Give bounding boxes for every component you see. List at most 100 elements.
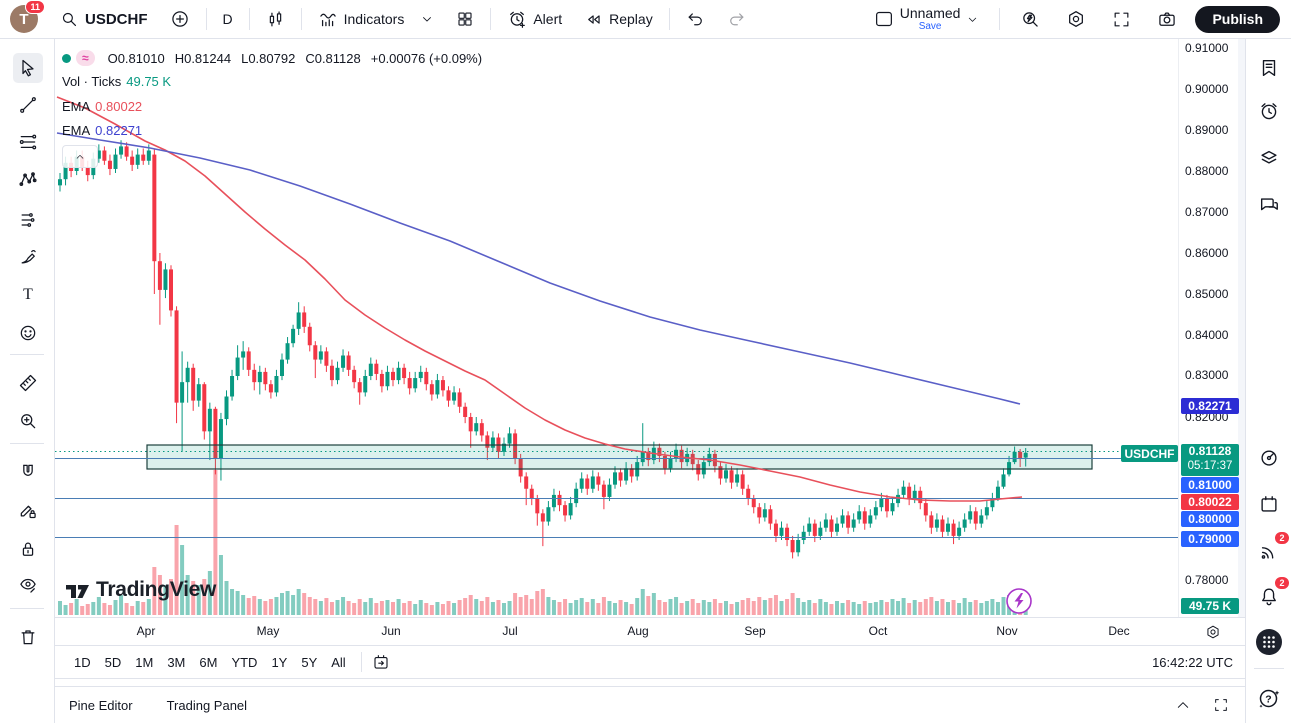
chart-settings-button[interactable] bbox=[1058, 4, 1094, 34]
tool-forecast[interactable] bbox=[13, 205, 43, 235]
tool-ruler[interactable] bbox=[13, 368, 43, 398]
ema-fast-legend-row[interactable]: EMA 0.80022 bbox=[62, 99, 142, 114]
last-price-symbol-tag: USDCHF bbox=[1121, 445, 1178, 462]
alert-button[interactable]: Alert bbox=[499, 4, 570, 34]
apps-grid-icon bbox=[1256, 629, 1282, 655]
price-axis[interactable]: 0.91000 0.90000 0.89000 0.88000 0.87000 … bbox=[1178, 39, 1246, 617]
bottom-status-bar: Pine Editor Trading Panel bbox=[55, 686, 1245, 723]
range-ytd[interactable]: YTD bbox=[224, 651, 264, 674]
range-1m[interactable]: 1M bbox=[128, 651, 160, 674]
tool-cursor[interactable] bbox=[13, 53, 43, 83]
sidebar-watchlist-button[interactable] bbox=[1255, 54, 1283, 82]
tool-zoom-in[interactable] bbox=[13, 406, 43, 436]
panel-collapse-button[interactable] bbox=[1173, 695, 1193, 715]
range-1d[interactable]: 1D bbox=[67, 651, 98, 674]
replay-button[interactable]: Replay bbox=[576, 5, 661, 34]
range-1y[interactable]: 1Y bbox=[264, 651, 294, 674]
session-clock[interactable]: 16:42:22 UTC bbox=[1152, 654, 1233, 670]
sidebar-screener-button[interactable] bbox=[1255, 444, 1283, 472]
sidebar-chat-button[interactable] bbox=[1255, 191, 1283, 219]
range-3m[interactable]: 3M bbox=[160, 651, 192, 674]
tool-trend-line[interactable] bbox=[13, 90, 43, 120]
tool-remove-drawings[interactable] bbox=[13, 622, 43, 652]
tool-fib-retracement[interactable] bbox=[13, 127, 43, 157]
price-tick: 0.83000 bbox=[1185, 368, 1229, 382]
symbol-search-button[interactable]: USDCHF bbox=[52, 5, 156, 34]
range-6m[interactable]: 6M bbox=[192, 651, 224, 674]
layout-name[interactable]: Unnamed bbox=[899, 5, 961, 21]
save-link[interactable]: Save bbox=[918, 21, 942, 32]
toolbar-separator bbox=[205, 8, 207, 30]
quick-search-button[interactable] bbox=[1012, 4, 1048, 34]
range-all[interactable]: All bbox=[324, 651, 352, 674]
toolbar-divider bbox=[10, 608, 44, 609]
layout-manager-button[interactable]: Unnamed Save bbox=[866, 1, 988, 37]
drawing-toolbar: T bbox=[0, 39, 55, 723]
gear-icon bbox=[1207, 625, 1219, 639]
sidebar-alerts-button[interactable] bbox=[1255, 97, 1283, 125]
fib-retracement-icon bbox=[19, 134, 37, 150]
level-price-badge: 0.81000 bbox=[1181, 477, 1239, 493]
sidebar-notifications-button[interactable]: 2 bbox=[1255, 576, 1290, 610]
legend-collapse-button[interactable] bbox=[62, 145, 98, 168]
sidebar-streams-button[interactable]: 2 bbox=[1255, 531, 1290, 565]
user-avatar[interactable]: T 11 bbox=[10, 0, 45, 33]
go-to-date-button[interactable] bbox=[370, 651, 392, 673]
tool-text[interactable]: T bbox=[13, 279, 43, 309]
calendar-icon bbox=[1261, 496, 1277, 512]
screenshot-button[interactable] bbox=[1149, 4, 1185, 34]
axis-settings-button[interactable] bbox=[1203, 622, 1223, 642]
symbol-legend-row[interactable]: ≈ O0.81010 H0.81244 L0.80792 C0.81128 +0… bbox=[62, 50, 487, 66]
grid-layout-button[interactable] bbox=[448, 5, 482, 33]
tool-hide-all-drawings[interactable] bbox=[13, 570, 43, 600]
fullscreen-button[interactable] bbox=[1104, 5, 1139, 34]
time-axis[interactable]: Apr May Jun Jul Aug Sep Oct Nov Dec bbox=[55, 617, 1245, 645]
sidebar-object-tree-button[interactable] bbox=[1255, 144, 1283, 172]
ema-fast-value: 0.80022 bbox=[95, 99, 143, 114]
undo-button[interactable] bbox=[678, 5, 713, 34]
camera-icon bbox=[1159, 12, 1176, 26]
chart-pane[interactable]: ≈ O0.81010 H0.81244 L0.80792 C0.81128 +0… bbox=[55, 39, 1178, 617]
panel-maximize-button[interactable] bbox=[1211, 695, 1231, 715]
tool-emoji[interactable] bbox=[13, 318, 43, 348]
trend-line-icon bbox=[20, 97, 36, 113]
market-status-dot bbox=[62, 53, 71, 63]
minds-badge[interactable]: ≈ bbox=[76, 50, 95, 66]
ema-slow-value: 0.82271 bbox=[95, 123, 143, 138]
range-5y[interactable]: 5Y bbox=[294, 651, 324, 674]
grid-icon bbox=[458, 12, 472, 26]
chart-style-button[interactable] bbox=[258, 5, 293, 34]
tool-magnet[interactable] bbox=[13, 457, 43, 487]
replay-rewind-icon bbox=[588, 14, 600, 24]
price-tick: 0.89000 bbox=[1185, 123, 1229, 137]
tradingview-logo-icon bbox=[66, 585, 89, 598]
magnet-icon bbox=[23, 464, 33, 476]
avatar-initial: T bbox=[19, 10, 29, 28]
tool-xabcd-pattern[interactable] bbox=[13, 165, 43, 195]
pine-editor-tab[interactable]: Pine Editor bbox=[69, 697, 133, 713]
xabcd-pattern-icon bbox=[19, 172, 37, 187]
price-tick: 0.78000 bbox=[1185, 573, 1229, 587]
interval-button[interactable]: D bbox=[215, 6, 241, 32]
price-tick: 0.86000 bbox=[1185, 246, 1229, 260]
toolbar-separator bbox=[490, 8, 492, 30]
publish-button[interactable]: Publish bbox=[1195, 5, 1280, 33]
indicator-templates-button[interactable] bbox=[418, 7, 442, 31]
axis-scroll-strip bbox=[1238, 39, 1246, 617]
tool-lock-all-drawings[interactable] bbox=[13, 534, 43, 564]
compare-add-symbol-button[interactable] bbox=[162, 4, 198, 34]
price-chart-canvas[interactable] bbox=[55, 39, 1178, 617]
tool-brush[interactable] bbox=[13, 242, 43, 272]
range-5d[interactable]: 5D bbox=[98, 651, 129, 674]
chat-icon bbox=[1260, 198, 1278, 211]
sidebar-more-apps-button[interactable] bbox=[1255, 628, 1283, 656]
sidebar-calendar-button[interactable] bbox=[1255, 490, 1283, 518]
ema-slow-price-badge: 0.82271 bbox=[1181, 398, 1239, 414]
indicators-button[interactable]: Indicators bbox=[310, 4, 413, 34]
trading-panel-tab[interactable]: Trading Panel bbox=[166, 697, 248, 713]
ema-slow-legend-row[interactable]: EMA 0.82271 bbox=[62, 123, 142, 138]
sidebar-help-button[interactable]: ? bbox=[1255, 684, 1283, 712]
volume-legend-row[interactable]: Vol · Ticks 49.75 K bbox=[62, 74, 171, 89]
tool-stay-in-drawing-mode[interactable] bbox=[13, 495, 43, 525]
redo-button[interactable] bbox=[719, 5, 754, 34]
